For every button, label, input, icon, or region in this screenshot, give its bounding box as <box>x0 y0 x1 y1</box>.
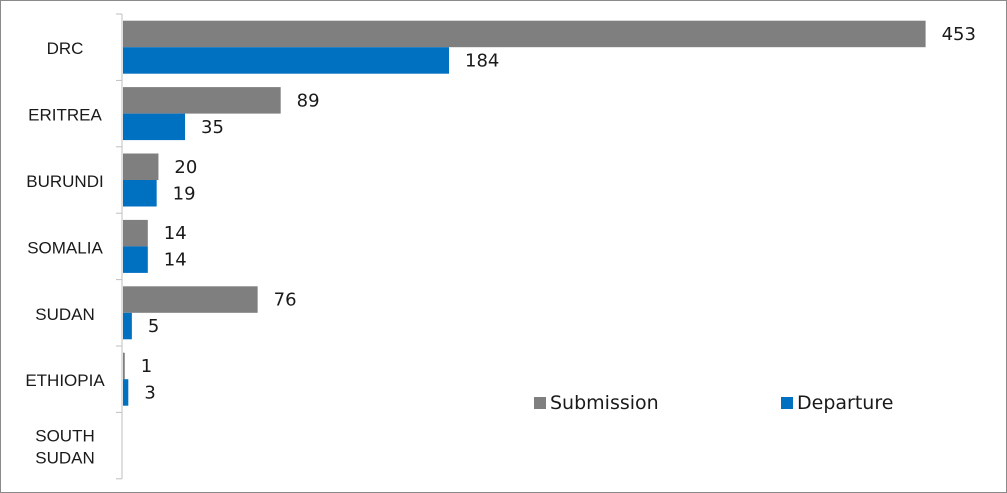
bar-departure-ethiopia <box>123 379 129 406</box>
bar-submission-somalia <box>123 219 148 247</box>
category-label-south-sudan: SOUTH SUDAN <box>35 427 95 468</box>
category-label-somalia: SOMALIA <box>27 238 103 257</box>
bar-departure-eritrea <box>123 113 186 141</box>
data-label-submission-drc: 453 <box>942 24 976 45</box>
data-label-departure-sudan: 5 <box>148 316 159 337</box>
category-axis: DRC ERITREA BURUNDI SOMALIA SUDAN ETHIOPIA SOU… <box>25 13 123 480</box>
legend-swatch-departure <box>781 397 793 409</box>
bar-submission-drc <box>123 20 926 48</box>
data-label-departure-somalia: 14 <box>164 250 187 271</box>
data-label-submission-burundi: 20 <box>174 157 197 178</box>
bar-departure-burundi <box>123 180 157 207</box>
data-label-departure-drc: 184 <box>465 50 499 71</box>
category-label-eritrea: ERITREA <box>28 106 102 125</box>
data-label-submission-eritrea: 89 <box>297 90 320 111</box>
data-label-departure-ethiopia: 3 <box>144 382 155 403</box>
bar-departure-drc <box>123 47 449 74</box>
data-label-departure-eritrea: 35 <box>201 117 224 138</box>
legend-swatch-submission <box>534 397 546 409</box>
bar-submission-ethiopia <box>123 352 125 380</box>
bar-submission-sudan <box>123 286 258 313</box>
bar-departure-somalia <box>123 246 148 273</box>
category-label-ethiopia: ETHIOPIA <box>25 371 105 390</box>
bar-departure-sudan <box>123 312 132 340</box>
bar-submission-burundi <box>123 153 159 180</box>
legend-label-departure: Departure <box>797 392 893 414</box>
legend-label-submission: Submission <box>550 392 659 414</box>
category-label-sudan: SUDAN <box>35 305 95 324</box>
category-label-burundi: BURUNDI <box>26 172 103 191</box>
category-label-drc: DRC <box>47 39 84 58</box>
data-label-submission-ethiopia: 1 <box>141 356 152 377</box>
data-label-departure-burundi: 19 <box>173 183 196 204</box>
data-label-submission-sudan: 76 <box>274 290 297 311</box>
data-label-submission-somalia: 14 <box>164 223 187 244</box>
bar-submission-eritrea <box>123 87 281 114</box>
legend: Submission Departure <box>534 392 893 414</box>
